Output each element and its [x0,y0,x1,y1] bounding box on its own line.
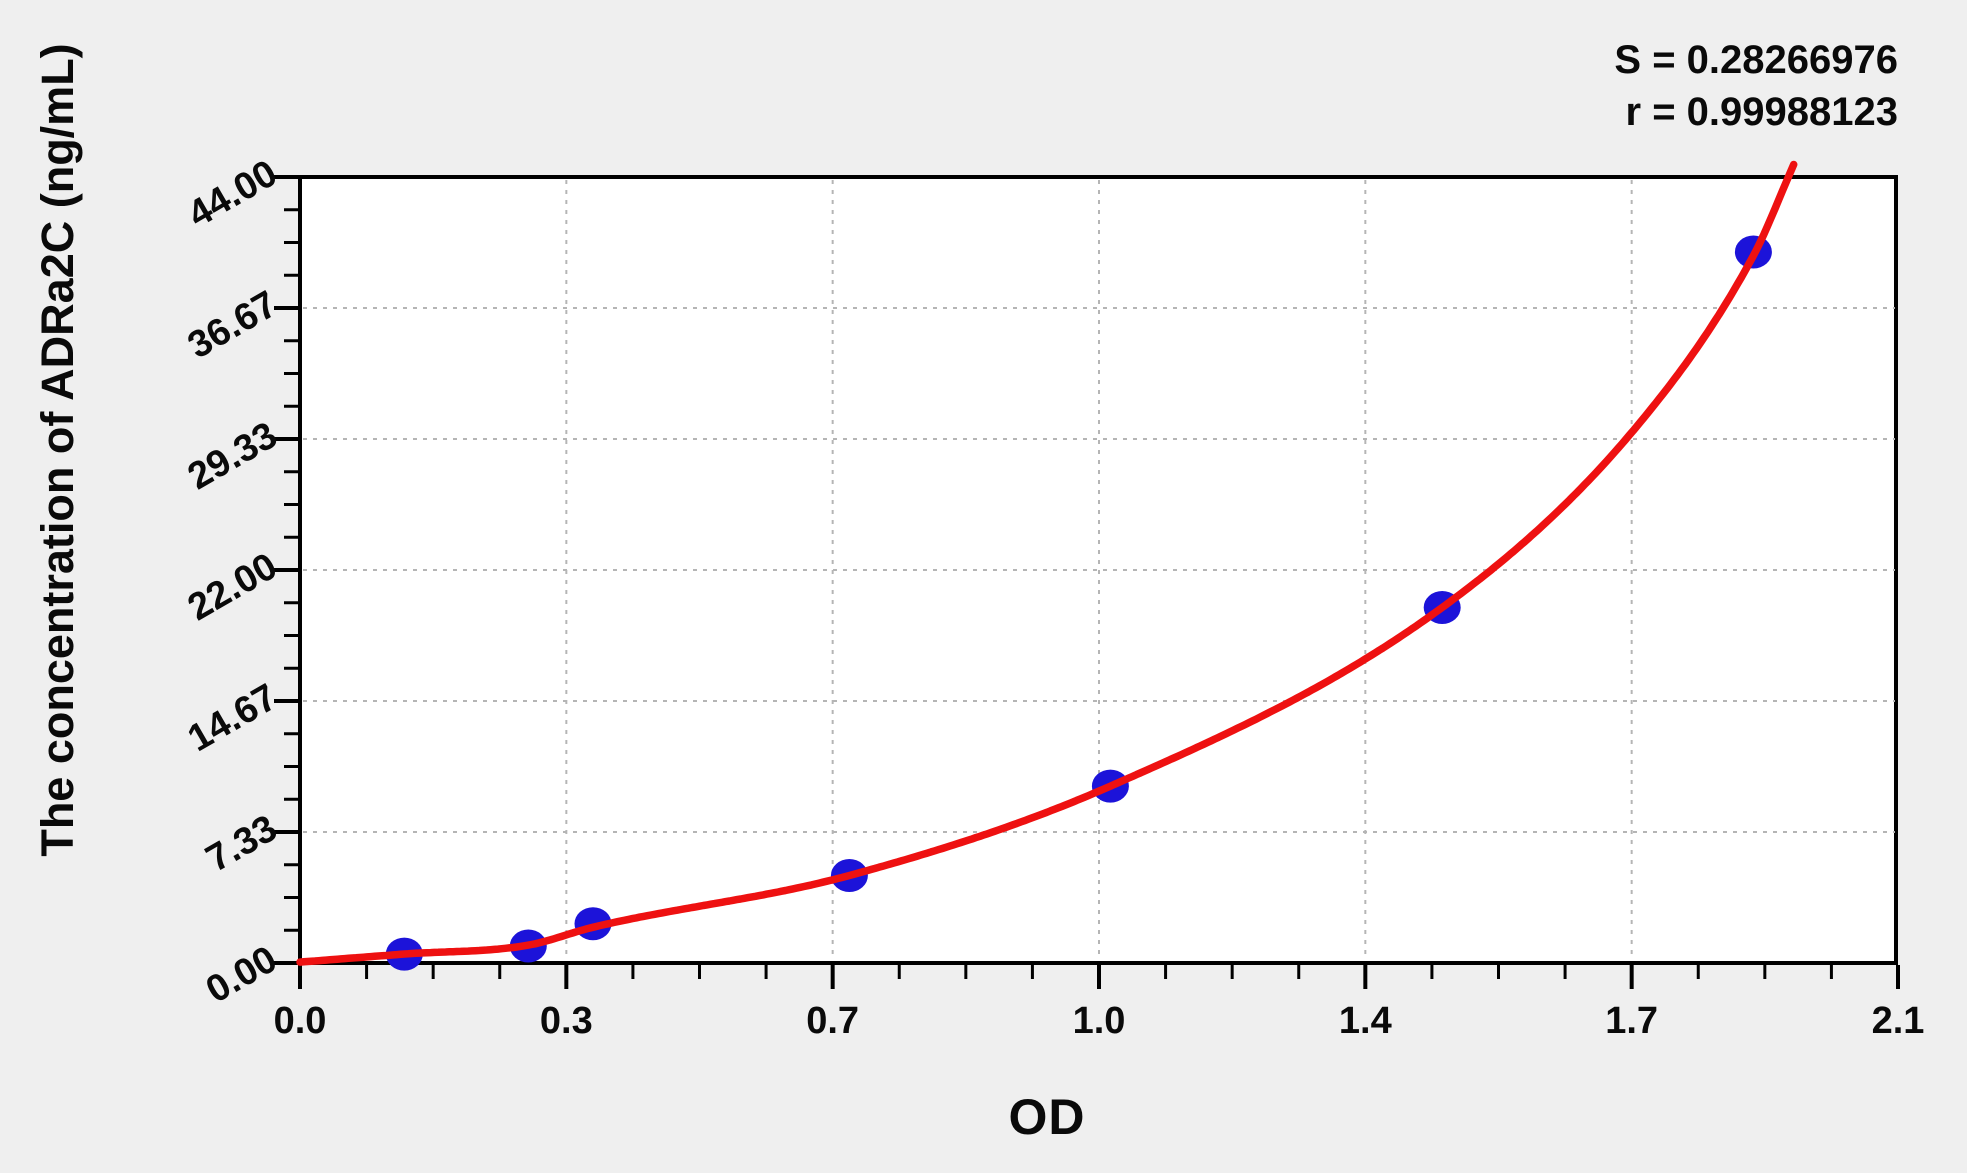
y-tick-label: 7.33 [199,807,285,881]
x-tick-label: 0.0 [273,1000,327,1042]
s-statistic: S = 0.28266976 [1614,38,1898,82]
x-tick-label: 1.7 [1605,1000,1659,1042]
x-tick-label: 0.3 [539,1000,593,1042]
fit-statistics: S = 0.28266976 r = 0.99988123 [1614,34,1898,138]
y-tick-label: 44.00 [180,152,285,237]
x-tick-label: 1.0 [1072,1000,1126,1042]
x-tick-label: 0.7 [806,1000,860,1042]
y-axis-title: The concentration of ADRa2C (ng/mL) [32,43,83,857]
plot-area [298,175,1898,965]
y-tick-label: 29.33 [180,414,285,499]
y-tick-label: 22.00 [180,545,285,630]
x-tick-label: 2.1 [1871,1000,1925,1042]
x-axis-title: OD [1008,1089,1086,1145]
y-tick-label: 36.67 [180,283,285,368]
y-tick-label: 14.67 [180,676,285,761]
x-tick-label: 1.4 [1338,1000,1392,1042]
y-tick-label: 0.00 [199,938,285,1012]
r-statistic: r = 0.99988123 [1625,90,1898,134]
